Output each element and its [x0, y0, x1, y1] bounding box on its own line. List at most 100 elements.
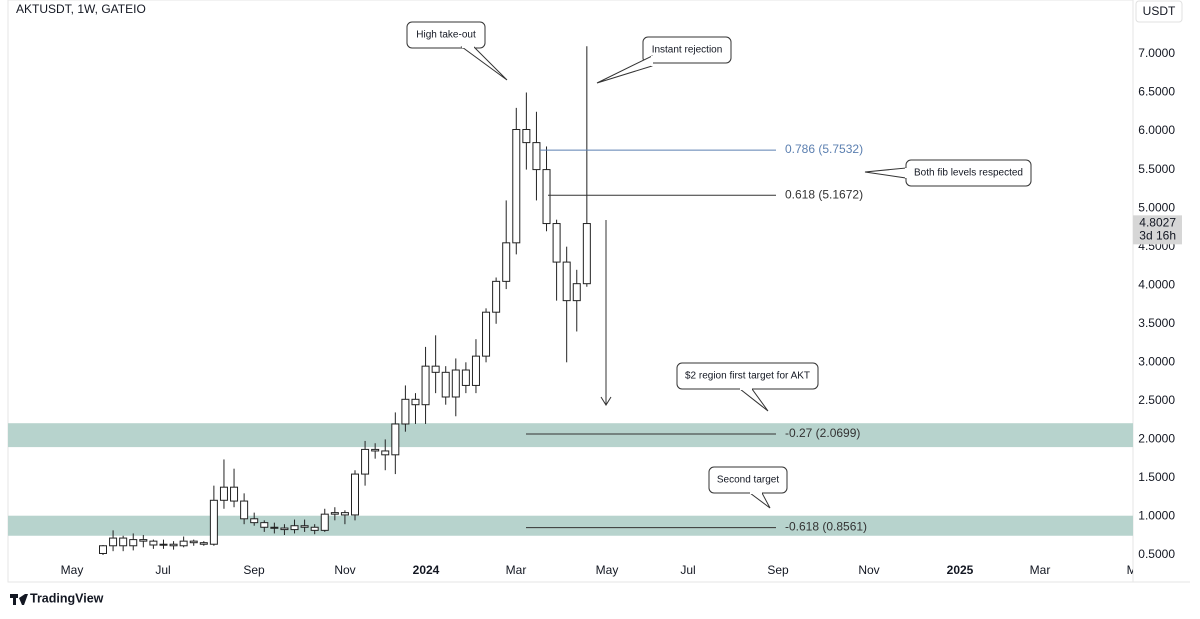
candle-body	[270, 526, 279, 529]
candle-body	[522, 129, 531, 144]
brand-logo	[10, 594, 28, 605]
candle-body	[240, 500, 249, 520]
callout-box	[406, 21, 486, 49]
candle-body	[371, 448, 380, 452]
x-tick-label: Jul	[680, 563, 695, 577]
callout-text: High take-out	[416, 30, 476, 41]
candle-body	[330, 512, 339, 515]
y-tick-label: 3.0000	[1138, 354, 1175, 368]
x-tick-label: May	[596, 563, 619, 577]
callout-text: Instant rejection	[652, 45, 723, 56]
candle-body	[320, 513, 329, 531]
fib-label: 0.786 (5.7532)	[785, 142, 863, 156]
candle-body	[381, 450, 390, 456]
fib-label: -0.27 (2.0699)	[785, 426, 860, 440]
callout-text: Both fib levels respected	[914, 168, 1023, 179]
candle-body	[290, 525, 299, 531]
y-tick-label: 5.5000	[1138, 162, 1175, 176]
candle-body	[512, 129, 521, 244]
currency-label[interactable]: USDT	[1143, 4, 1176, 18]
callout-text: Second target	[717, 475, 779, 486]
target-zone	[8, 515, 1133, 536]
last-price: 4.8027	[1139, 216, 1176, 230]
candle-body	[441, 371, 450, 398]
candle-body	[391, 423, 400, 456]
candle-body	[401, 398, 410, 425]
candle-body	[219, 486, 228, 501]
candle-body	[179, 540, 188, 547]
x-tick-label: May	[61, 563, 84, 577]
x-tick-label: Nov	[858, 563, 879, 577]
candle-body	[552, 223, 561, 263]
x-tick-label: Mar	[1030, 563, 1051, 577]
callout-box	[642, 36, 732, 64]
candle-body	[451, 369, 460, 398]
y-tick-label: 6.0000	[1138, 123, 1175, 137]
brand: TradingView	[10, 591, 104, 605]
y-tick-label: 0.5000	[1138, 547, 1175, 561]
candle-body	[421, 365, 430, 406]
candle-body	[159, 543, 168, 546]
y-tick-label: 1.0000	[1138, 509, 1175, 523]
candle-body	[351, 473, 359, 516]
candle-body	[99, 545, 107, 554]
candle-body	[139, 539, 148, 542]
x-tick-label: Nov	[334, 563, 355, 577]
callout-text: $2 region first target for AKT	[685, 371, 810, 382]
candle-body	[209, 499, 218, 545]
candle-body	[582, 223, 591, 285]
y-tick-label: 4.0000	[1138, 277, 1175, 291]
candle-body	[471, 355, 480, 386]
candle-body	[431, 365, 440, 373]
arrow-head	[600, 396, 612, 406]
candle-body	[411, 398, 420, 406]
x-tick-label: May	[1127, 563, 1150, 577]
candle-body	[250, 518, 259, 524]
candle-body	[502, 242, 511, 282]
x-tick-label: 2024	[413, 563, 440, 577]
candle-body	[461, 369, 470, 386]
x-tick-label: Jul	[155, 563, 170, 577]
candle-body	[310, 526, 319, 531]
x-tick-label: Mar	[506, 563, 527, 577]
candle-body	[300, 525, 309, 528]
candle-body	[169, 543, 178, 547]
y-tick-label: 6.5000	[1138, 85, 1175, 99]
fib-label: 0.618 (5.1672)	[785, 187, 863, 201]
y-tick-label: 3.5000	[1138, 316, 1175, 330]
candle-body	[361, 448, 370, 475]
candle-body	[562, 261, 571, 302]
candle-body	[340, 512, 349, 516]
target-zone	[8, 423, 1133, 448]
candle-body	[482, 311, 491, 357]
chart-title: AKTUSDT, 1W, GATEIO	[16, 2, 146, 16]
y-tick-label: 1.5000	[1138, 470, 1175, 484]
candle-body	[532, 142, 541, 171]
countdown: 3d 16h	[1139, 229, 1176, 243]
x-tick-label: Sep	[767, 563, 789, 577]
candle-body	[129, 539, 138, 547]
candle-body	[260, 522, 269, 528]
candle-body	[119, 537, 128, 547]
x-tick-label: 2025	[947, 563, 974, 577]
y-tick-label: 5.0000	[1138, 200, 1175, 214]
candle-body	[149, 540, 158, 546]
candle-body	[230, 486, 239, 502]
y-tick-label: 7.0000	[1138, 46, 1175, 60]
candle-body	[189, 540, 198, 544]
candle-body	[199, 542, 208, 545]
candle-body	[492, 280, 501, 313]
x-tick-label: Sep	[243, 563, 265, 577]
price-label-bg	[1133, 215, 1182, 245]
currency-button[interactable]	[1135, 0, 1183, 23]
candle-body	[572, 283, 581, 302]
y-tick-label: 2.5000	[1138, 393, 1175, 407]
candle-body	[109, 537, 118, 547]
y-tick-label: 2.0000	[1138, 432, 1175, 446]
candle-body	[542, 169, 551, 225]
brand-name: TradingView	[30, 591, 104, 605]
callout-box	[708, 466, 788, 494]
fib-label: -0.618 (0.8561)	[785, 520, 867, 534]
candle-body	[280, 527, 289, 531]
